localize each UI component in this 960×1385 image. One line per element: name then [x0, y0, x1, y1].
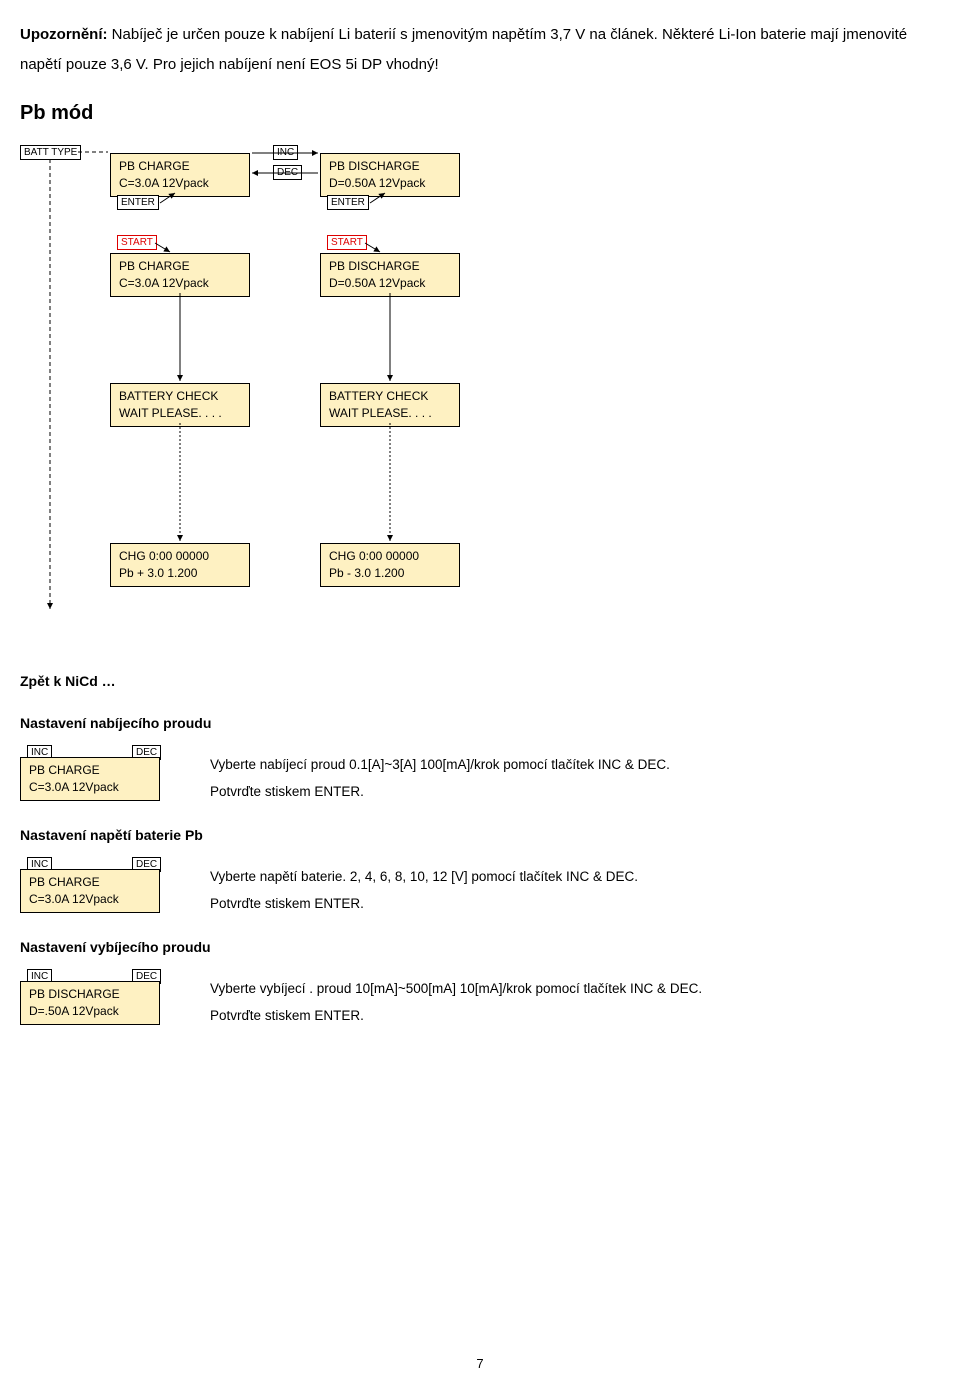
- setting-text-1: Vyberte nabíjecí proud 0.1[A]~3[A] 100[m…: [210, 745, 670, 805]
- text-line: Vyberte nabíjecí proud 0.1[A]~3[A] 100[m…: [210, 751, 670, 778]
- page-number: 7: [0, 1356, 960, 1371]
- start-label: START: [117, 235, 157, 250]
- lcd-pb-charge-2: PB CHARGE C=3.0A 12Vpack: [110, 253, 250, 297]
- lcd-line: C=3.0A 12Vpack: [119, 175, 241, 192]
- lcd-line: PB DISCHARGE: [329, 158, 451, 175]
- setting-lcd-3: PB DISCHARGE D=.50A 12Vpack: [20, 981, 160, 1025]
- text-line: Vyberte napětí baterie. 2, 4, 6, 8, 10, …: [210, 863, 638, 890]
- lcd-line: PB CHARGE: [29, 762, 151, 779]
- text-line: Vyberte vybíjecí . proud 10[mA]~500[mA] …: [210, 975, 702, 1002]
- lcd-battery-check-2: BATTERY CHECK WAIT PLEASE. . . .: [320, 383, 460, 427]
- lcd-line: C=3.0A 12Vpack: [29, 891, 151, 908]
- lcd-line: BATTERY CHECK: [329, 388, 451, 405]
- start-label: START: [327, 235, 367, 250]
- text-line: Potvrďte stiskem ENTER.: [210, 778, 670, 805]
- lcd-line: C=3.0A 12Vpack: [119, 275, 241, 292]
- lcd-line: D=.50A 12Vpack: [29, 1003, 151, 1020]
- lcd-line: CHG 0:00 00000: [329, 548, 451, 565]
- lcd-line: CHG 0:00 00000: [119, 548, 241, 565]
- lcd-chg-1: CHG 0:00 00000 Pb + 3.0 1.200: [110, 543, 250, 587]
- lcd-battery-check-1: BATTERY CHECK WAIT PLEASE. . . .: [110, 383, 250, 427]
- lcd-line: PB DISCHARGE: [29, 986, 151, 1003]
- lcd-line: PB CHARGE: [119, 258, 241, 275]
- pb-mod-title: Pb mód: [20, 102, 940, 125]
- lcd-line: C=3.0A 12Vpack: [29, 779, 151, 796]
- inc-label: INC: [273, 145, 298, 160]
- section-3-title: Nastavení vybíjecího proudu: [20, 939, 940, 955]
- warning-body: Nabíječ je určen pouze k nabíjení Li bat…: [20, 26, 907, 73]
- lcd-line: D=0.50A 12Vpack: [329, 275, 451, 292]
- setting-text-3: Vyberte vybíjecí . proud 10[mA]~500[mA] …: [210, 969, 702, 1029]
- lcd-line: BATTERY CHECK: [119, 388, 241, 405]
- lcd-pb-discharge-2: PB DISCHARGE D=0.50A 12Vpack: [320, 253, 460, 297]
- section-2-title: Nastavení napětí baterie Pb: [20, 827, 940, 843]
- batt-type-label: BATT TYPE: [20, 145, 81, 160]
- setting-lcd-2: PB CHARGE C=3.0A 12Vpack: [20, 869, 160, 913]
- setting-row-3: INC DEC PB DISCHARGE D=.50A 12Vpack Vybe…: [20, 969, 940, 1029]
- lcd-line: WAIT PLEASE. . . .: [329, 405, 451, 422]
- warning-text: Upozornění: Nabíječ je určen pouze k nab…: [20, 20, 940, 80]
- lcd-line: Pb + 3.0 1.200: [119, 565, 241, 582]
- setting-text-2: Vyberte napětí baterie. 2, 4, 6, 8, 10, …: [210, 857, 638, 917]
- back-to-nicd: Zpět k NiCd …: [20, 673, 940, 689]
- lcd-line: D=0.50A 12Vpack: [329, 175, 451, 192]
- lcd-line: PB DISCHARGE: [329, 258, 451, 275]
- lcd-chg-2: CHG 0:00 00000 Pb - 3.0 1.200: [320, 543, 460, 587]
- lcd-line: Pb - 3.0 1.200: [329, 565, 451, 582]
- enter-label: ENTER: [327, 195, 369, 210]
- dec-label: DEC: [273, 165, 302, 180]
- section-1-title: Nastavení nabíjecího proudu: [20, 715, 940, 731]
- flowchart-diagram: BATT TYPE PB CHARGE C=3.0A 12Vpack INC D…: [20, 143, 940, 663]
- text-line: Potvrďte stiskem ENTER.: [210, 890, 638, 917]
- lcd-pb-charge-1: PB CHARGE C=3.0A 12Vpack: [110, 153, 250, 197]
- setting-row-2: INC DEC PB CHARGE C=3.0A 12Vpack Vyberte…: [20, 857, 940, 917]
- lcd-line: PB CHARGE: [29, 874, 151, 891]
- enter-label: ENTER: [117, 195, 159, 210]
- setting-lcd-1: PB CHARGE C=3.0A 12Vpack: [20, 757, 160, 801]
- lcd-line: WAIT PLEASE. . . .: [119, 405, 241, 422]
- setting-row-1: INC DEC PB CHARGE C=3.0A 12Vpack Vyberte…: [20, 745, 940, 805]
- lcd-line: PB CHARGE: [119, 158, 241, 175]
- text-line: Potvrďte stiskem ENTER.: [210, 1002, 702, 1029]
- lcd-pb-discharge-1: PB DISCHARGE D=0.50A 12Vpack: [320, 153, 460, 197]
- warning-label: Upozornění:: [20, 26, 108, 43]
